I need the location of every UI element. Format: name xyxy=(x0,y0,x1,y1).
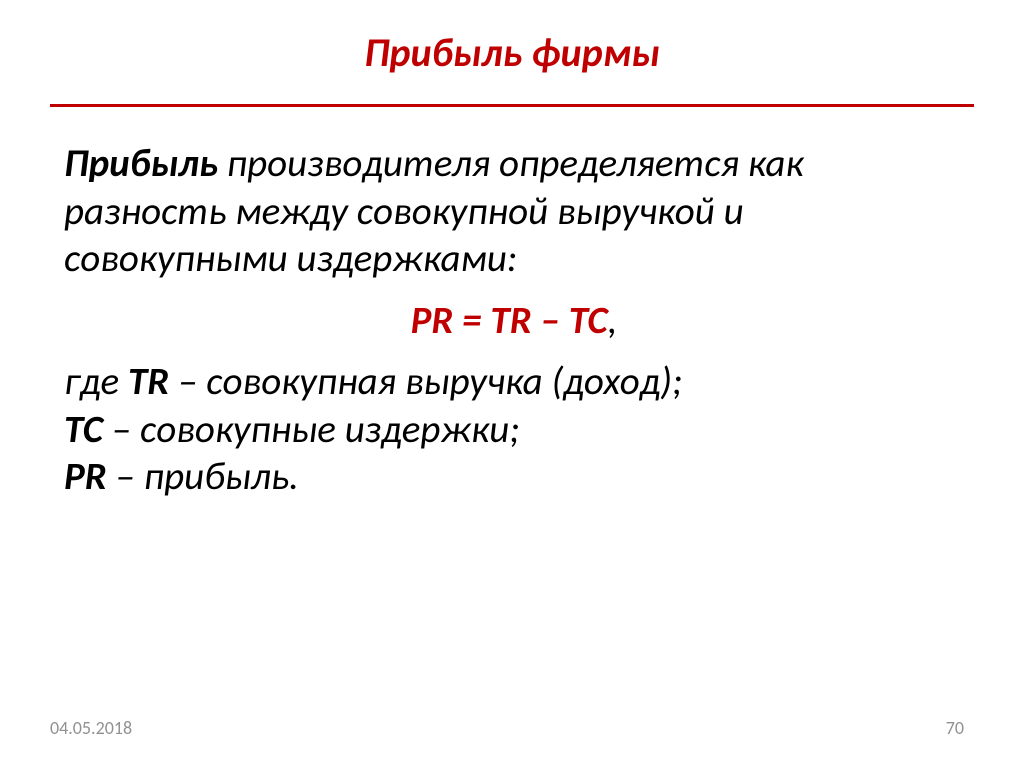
slide-title: Прибыль фирмы xyxy=(0,28,1024,77)
intro-bold: Прибыль xyxy=(64,140,218,187)
def-tr-rest: – совокупная выручка (доход); xyxy=(169,358,682,405)
footer-page-number: 70 xyxy=(946,717,964,739)
formula-comma: , xyxy=(608,297,618,344)
def-tc-rest: – совокупные издержки; xyxy=(103,406,520,453)
slide: Прибыль фирмы Прибыль производителя опре… xyxy=(0,0,1024,767)
def-tc: TC xyxy=(64,406,103,453)
horizontal-rule xyxy=(50,104,974,107)
def-tr: TR xyxy=(128,358,169,405)
slide-body: Прибыль производителя определяется как р… xyxy=(64,140,964,515)
def-prefix: где xyxy=(64,358,128,405)
footer-date: 04.05.2018 xyxy=(50,717,132,739)
def-pr-rest: – прибыль. xyxy=(107,453,299,500)
def-pr: PR xyxy=(64,453,107,500)
formula-text: PR = TR – TC xyxy=(411,297,608,344)
intro-paragraph: Прибыль производителя определяется как р… xyxy=(64,140,964,283)
formula-line: PR = TR – TC, xyxy=(64,297,964,345)
definitions-paragraph: где TR – совокупная выручка (доход); TC … xyxy=(64,358,964,501)
